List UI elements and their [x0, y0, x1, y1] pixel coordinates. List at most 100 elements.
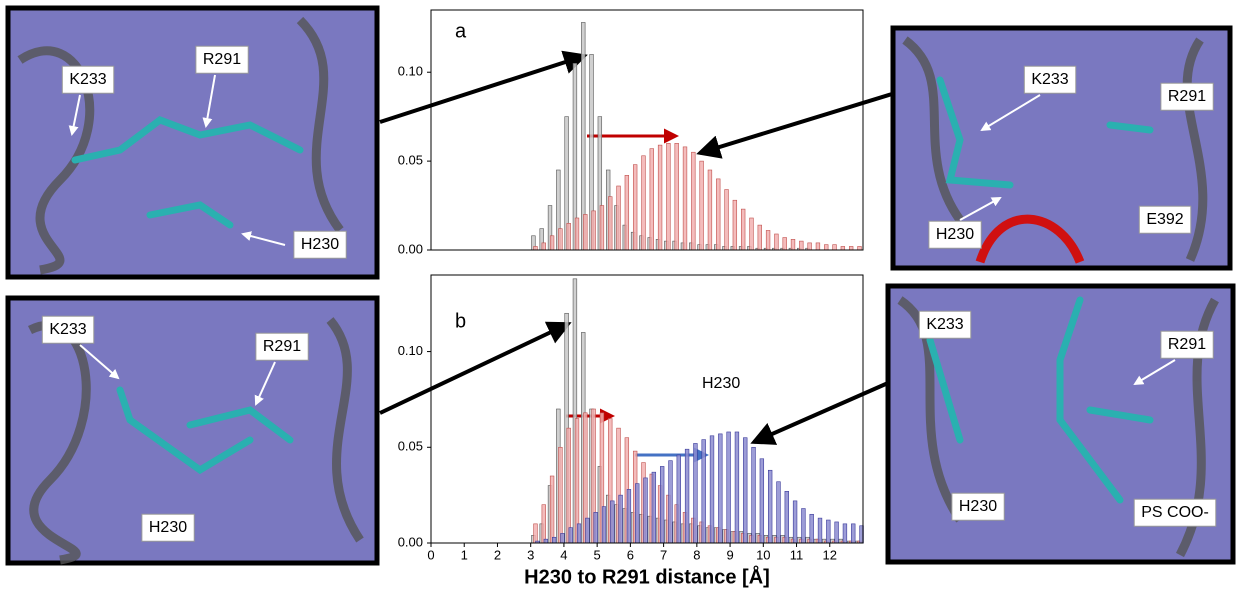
bar	[792, 500, 798, 544]
bar	[782, 237, 787, 251]
bar	[749, 217, 754, 251]
residue-label: R291	[203, 51, 241, 68]
bar	[668, 460, 673, 544]
plot-frame	[430, 9, 864, 251]
bar	[757, 224, 762, 251]
bar	[801, 508, 806, 544]
bar	[857, 246, 862, 251]
bar	[716, 178, 721, 251]
label-box	[293, 230, 347, 259]
bar	[618, 494, 623, 544]
bar	[576, 523, 582, 544]
bar	[840, 246, 846, 251]
y-tick-label: 0.10	[398, 64, 423, 79]
bar	[666, 143, 671, 251]
bar	[566, 223, 571, 251]
bar	[767, 469, 773, 544]
bar	[568, 527, 573, 544]
bar	[632, 164, 638, 251]
bar	[724, 189, 729, 251]
bar	[541, 242, 546, 251]
x-tick-label: 10	[756, 547, 770, 562]
bar	[608, 196, 613, 251]
label-box	[141, 513, 195, 542]
bar	[832, 244, 837, 251]
bar	[574, 217, 580, 251]
residue-label: H230	[936, 226, 974, 243]
bar	[560, 533, 565, 544]
bar	[641, 155, 646, 251]
x-tick-label: 3	[527, 547, 534, 562]
bar	[657, 144, 663, 251]
bar	[815, 242, 821, 251]
bar	[790, 239, 796, 251]
x-tick-label: 5	[594, 547, 601, 562]
bar	[682, 146, 688, 251]
bar	[651, 471, 657, 544]
x-tick-label: 11	[790, 547, 804, 562]
x-tick-label: 12	[823, 547, 837, 562]
bar	[732, 199, 738, 251]
residue-label: R291	[1168, 88, 1206, 105]
bar	[799, 240, 804, 251]
bar	[807, 242, 812, 251]
bar	[726, 431, 731, 544]
bar	[585, 517, 590, 544]
residue-label: E392	[1146, 211, 1183, 228]
bar	[751, 446, 756, 544]
bar	[616, 185, 621, 251]
x-tick-label: 8	[693, 547, 700, 562]
x-tick-label: 1	[461, 547, 468, 562]
bar	[566, 427, 571, 544]
bar	[709, 435, 715, 544]
residue-label: K233	[1031, 71, 1068, 88]
bar	[549, 235, 555, 251]
bar	[774, 233, 779, 251]
x-tick-label: 7	[660, 547, 667, 562]
bar	[599, 205, 605, 251]
bar	[543, 538, 549, 544]
y-tick-label: 0.10	[398, 343, 423, 358]
pointer-arrows	[379, 50, 893, 445]
bar	[718, 433, 723, 544]
bar	[817, 517, 823, 544]
residue-label: R291	[263, 338, 301, 355]
sticks	[71, 76, 1154, 504]
annotation: b	[455, 310, 466, 332]
label-box	[61, 65, 115, 94]
y-tick-label: 0.05	[398, 153, 423, 168]
y-tick-label: 0.05	[398, 439, 423, 454]
residue-label: H230	[301, 236, 339, 253]
histogram	[531, 278, 864, 544]
helix	[975, 214, 1085, 264]
bar	[676, 454, 681, 544]
label-box	[918, 310, 972, 339]
residue-label: R291	[1168, 336, 1206, 353]
label-box	[1133, 498, 1217, 527]
bar	[649, 148, 654, 251]
label-box	[928, 220, 982, 249]
label-box	[1138, 205, 1192, 234]
y-tick-label: 0.00	[398, 534, 423, 549]
residue-label: H230	[149, 519, 187, 536]
bar	[842, 523, 848, 544]
annotation: H230	[702, 375, 740, 392]
bar	[583, 214, 588, 251]
bar	[643, 477, 648, 544]
bar	[740, 208, 746, 251]
bar	[659, 466, 665, 544]
x-tick-label: 0	[427, 547, 434, 562]
bar	[809, 513, 814, 544]
bar	[549, 475, 555, 544]
bar	[743, 437, 748, 544]
bar	[635, 483, 640, 544]
label-box	[1160, 330, 1214, 359]
annotation: a	[455, 20, 467, 42]
bar	[533, 523, 538, 544]
bar	[610, 500, 615, 544]
bar	[533, 246, 538, 251]
bar	[551, 536, 557, 544]
label-box	[1160, 82, 1214, 111]
residue-label: K233	[926, 316, 963, 333]
